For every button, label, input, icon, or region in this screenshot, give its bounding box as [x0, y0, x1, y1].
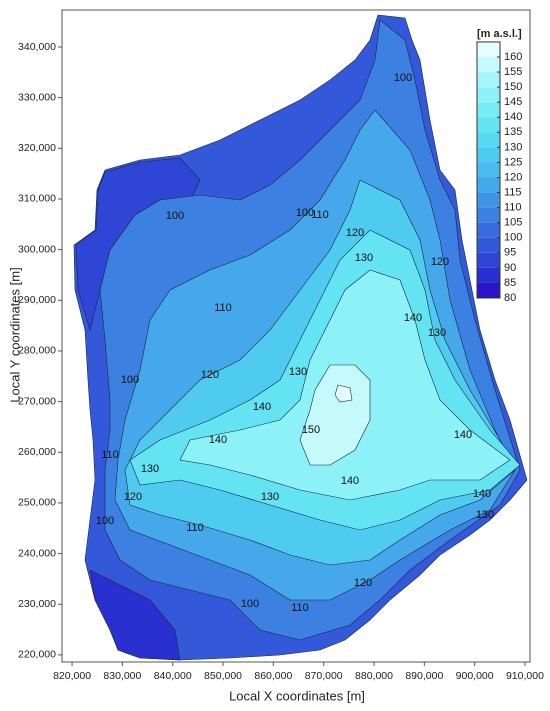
contour-label: 130	[428, 327, 446, 339]
x-tick-label: 860,000	[254, 670, 292, 682]
contour-label: 140	[341, 475, 359, 487]
contour-label: 110	[311, 209, 329, 221]
colorbar-tick-label: 135	[504, 126, 522, 138]
contour-label: 150	[302, 424, 320, 436]
y-tick-label: 300,000	[18, 243, 56, 255]
colorbar-band	[477, 282, 500, 298]
colorbar-band	[477, 147, 500, 163]
colorbar-band	[477, 87, 500, 103]
x-tick-label: 880,000	[355, 670, 393, 682]
plot-frame	[61, 9, 531, 663]
y-tick-label: 310,000	[18, 193, 56, 205]
x-tick-label: 830,000	[103, 670, 141, 682]
colorbar-tick-label: 90	[504, 262, 516, 274]
colorbar-title: [m a.s.l.]	[477, 28, 522, 40]
contour-label: 140	[253, 401, 271, 413]
colorbar-tick-label: 145	[504, 96, 522, 108]
colorbar-tick-label: 110	[504, 202, 522, 214]
x-tick-label: 890,000	[405, 670, 443, 682]
colorbar-band	[477, 177, 500, 193]
colorbar-band	[477, 207, 500, 223]
colorbar-band	[477, 237, 500, 253]
y-tick-label: 230,000	[18, 598, 56, 610]
y-tick-label: 240,000	[18, 547, 56, 559]
colorbar-tick-label: 150	[504, 81, 522, 93]
colorbar-band	[477, 102, 500, 118]
colorbar-tick-label: 120	[504, 171, 522, 183]
colorbar-band	[477, 192, 500, 208]
contour-label: 100	[121, 374, 139, 386]
colorbar-band	[477, 117, 500, 133]
y-tick-label: 270,000	[18, 395, 56, 407]
contour-region	[89, 569, 181, 661]
colorbar-band	[477, 72, 500, 88]
contour-label: 140	[473, 488, 491, 500]
colorbar-tick-label: 100	[504, 232, 522, 244]
contour-label: 120	[346, 227, 364, 239]
contour-region	[299, 364, 371, 466]
y-axis-label: Local Y coordinates [m]	[7, 267, 22, 402]
colorbar-tick-label: 140	[504, 111, 522, 123]
y-tick-label: 320,000	[18, 142, 56, 154]
contour-label: 140	[404, 312, 422, 324]
colorbar-band	[477, 162, 500, 178]
contour-label: 120	[431, 256, 449, 268]
colorbar-band	[477, 57, 500, 73]
colorbar-tick-label: 160	[504, 51, 522, 63]
colorbar-band	[477, 267, 500, 283]
colorbar-tick-label: 95	[504, 247, 516, 259]
contour-label: 110	[291, 602, 309, 614]
contour-label: 100	[96, 515, 114, 527]
contour-label: 100	[166, 210, 184, 222]
colorbar-band	[477, 222, 500, 238]
contour-label: 140	[454, 429, 472, 441]
y-tick-label: 340,000	[18, 41, 56, 53]
x-tick-label: 820,000	[53, 670, 91, 682]
contour-label: 130	[141, 463, 159, 475]
x-tick-label: 910,000	[506, 670, 544, 682]
colorbar-band	[477, 41, 500, 57]
colorbar-tick-label: 85	[504, 277, 516, 289]
colorbar-band	[477, 252, 500, 268]
contour-label: 130	[476, 509, 494, 521]
contour-label: 120	[201, 369, 219, 381]
contour-label: 110	[186, 522, 204, 534]
colorbar-band	[477, 132, 500, 148]
colorbar-tick-label: 155	[504, 66, 522, 78]
contour-label: 100	[241, 598, 259, 610]
contour-label: 130	[289, 366, 307, 378]
contour-label: 100	[394, 72, 412, 84]
contour-label: 120	[124, 491, 142, 503]
contour-label: 130	[261, 491, 279, 503]
colorbar-tick-label: 130	[504, 141, 522, 153]
y-tick-label: 220,000	[18, 649, 56, 661]
y-tick-label: 260,000	[18, 446, 56, 458]
colorbar-frame	[476, 41, 501, 299]
y-tick-label: 330,000	[18, 91, 56, 103]
colorbar-tick-label: 105	[504, 217, 522, 229]
y-tick-label: 290,000	[18, 294, 56, 306]
x-tick-label: 840,000	[154, 670, 192, 682]
x-tick-label: 900,000	[456, 670, 494, 682]
contour-label: 120	[354, 577, 372, 589]
y-tick-label: 250,000	[18, 497, 56, 509]
contour-label: 110	[214, 302, 232, 314]
colorbar-tick-label: 125	[504, 156, 522, 168]
contour-label: 130	[355, 252, 373, 264]
contour-region	[334, 384, 353, 403]
x-tick-label: 870,000	[305, 670, 343, 682]
contour-label: 100	[296, 207, 314, 219]
contour-label: 110	[101, 449, 119, 461]
colorbar-tick-label: 115	[504, 186, 522, 198]
colorbar-tick-label: 80	[504, 292, 516, 304]
x-tick-label: 850,000	[204, 670, 242, 682]
y-tick-label: 280,000	[18, 345, 56, 357]
x-axis-label: Local X coordinates [m]	[229, 688, 365, 703]
contour-label: 140	[209, 434, 227, 446]
